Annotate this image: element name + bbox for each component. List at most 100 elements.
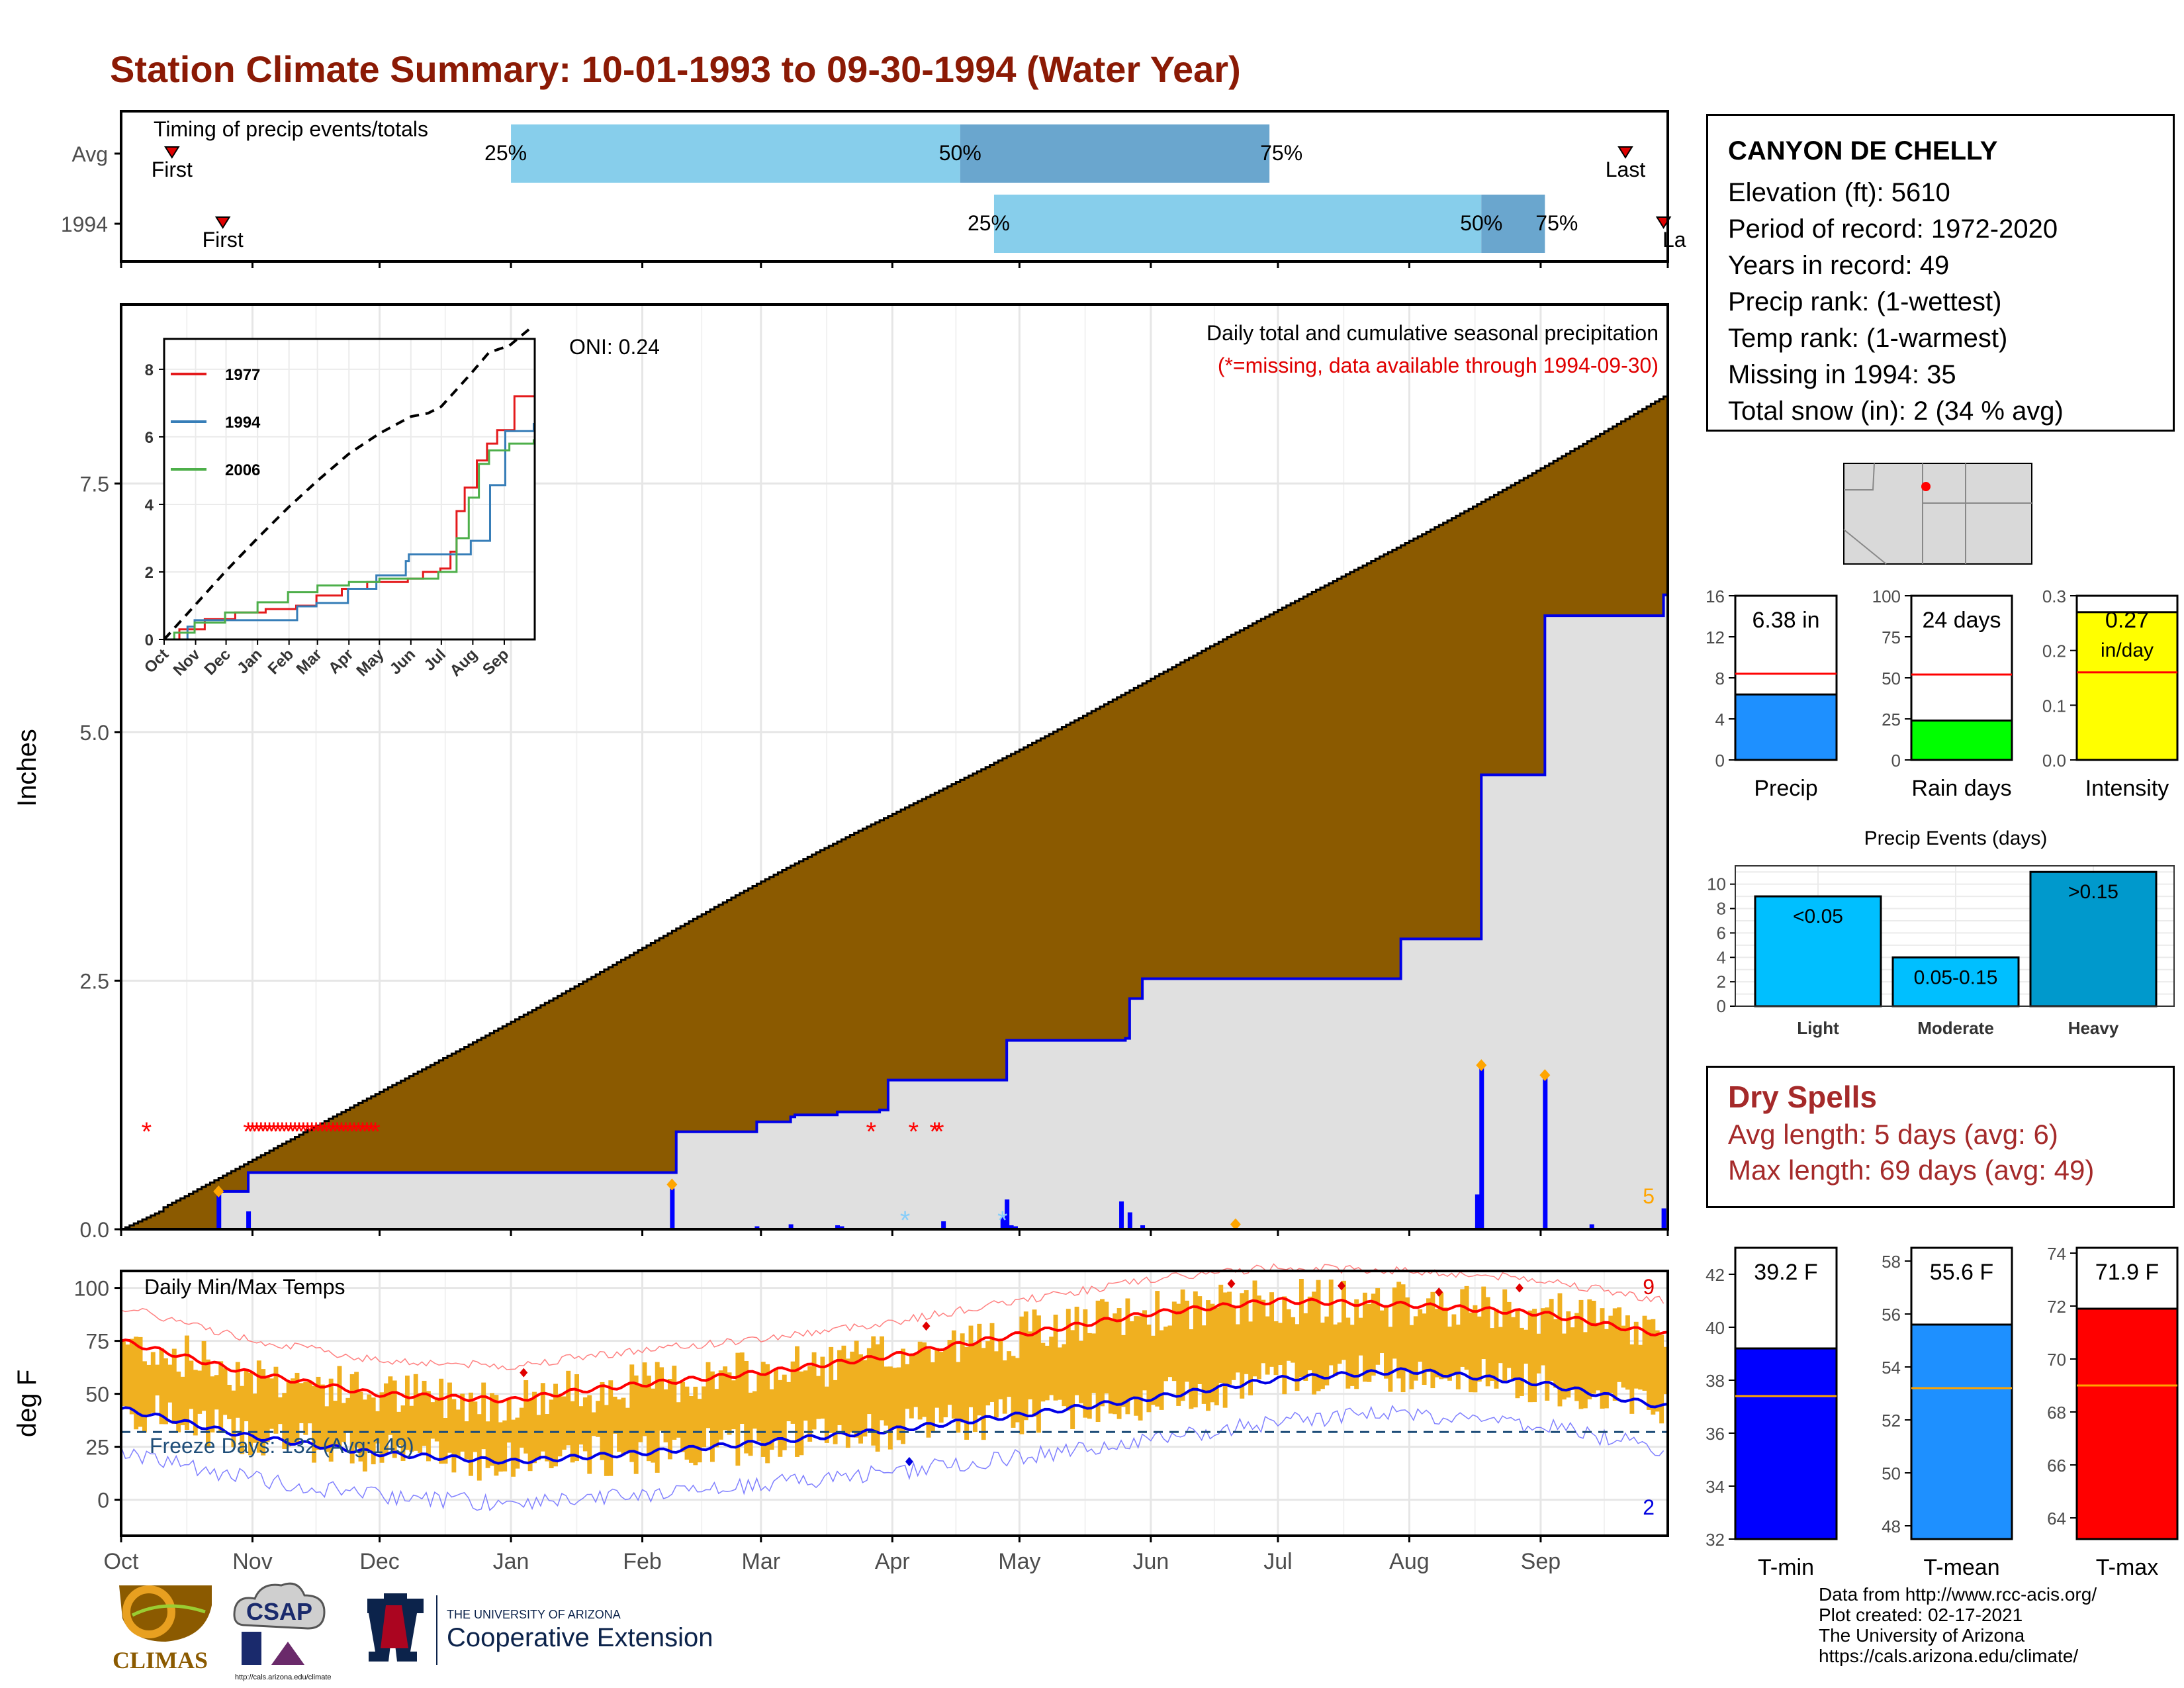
daily-temp-bar bbox=[469, 1392, 473, 1476]
daily-temp-bar bbox=[702, 1386, 707, 1448]
first-event-label: First bbox=[203, 228, 244, 252]
tmean-summary-value-label: 55.6 F bbox=[1930, 1260, 1993, 1285]
daily-temp-bar bbox=[1469, 1312, 1473, 1393]
daily-temp-bar bbox=[1066, 1309, 1071, 1411]
daily-temp-bar bbox=[663, 1389, 668, 1442]
daily-temp-bar bbox=[1159, 1330, 1164, 1410]
events-tick-label: 0 bbox=[1717, 996, 1726, 1016]
missing-data-marker: * bbox=[298, 1117, 309, 1147]
daily-temp-bar bbox=[532, 1391, 537, 1464]
daily-temp-bar bbox=[1227, 1291, 1232, 1385]
daily-temp-bar bbox=[303, 1382, 308, 1435]
footer-line: https://cals.arizona.edu/climate/ bbox=[1819, 1646, 2079, 1666]
daily-temp-bar bbox=[769, 1389, 774, 1450]
extreme-precip-marker bbox=[1539, 1069, 1551, 1082]
daily-temp-bar bbox=[1049, 1336, 1054, 1395]
raindays-summary-tick-label: 50 bbox=[1882, 669, 1901, 688]
daily-temp-bar bbox=[404, 1376, 410, 1450]
ua-logo-small: THE UNIVERSITY OF ARIZONA bbox=[447, 1608, 621, 1621]
daily-temp-bar bbox=[1345, 1317, 1351, 1389]
missing-data-marker: * bbox=[142, 1117, 152, 1147]
daily-temp-bar bbox=[400, 1405, 406, 1462]
daily-temp-bar bbox=[1206, 1300, 1211, 1411]
daily-temp-bar bbox=[1515, 1309, 1520, 1399]
daily-temp-bar bbox=[718, 1370, 723, 1440]
daily-temp-bar bbox=[1244, 1290, 1249, 1374]
month-tick-label: Dec bbox=[359, 1549, 399, 1574]
missing-data-marker: * bbox=[362, 1117, 373, 1147]
daily-temp-bar bbox=[1248, 1321, 1253, 1395]
daily-temp-bar bbox=[951, 1330, 956, 1419]
precip-summary-value-label: 6.38 in bbox=[1752, 608, 1819, 633]
daily-temp-bar bbox=[1557, 1293, 1563, 1407]
events-tick-label: 6 bbox=[1717, 923, 1726, 943]
daily-temp-bar bbox=[1553, 1319, 1559, 1388]
daily-temp-bar bbox=[629, 1364, 635, 1462]
daily-temp-bar bbox=[1019, 1316, 1024, 1434]
missing-data-marker: * bbox=[281, 1117, 292, 1147]
raindays-summary-tick-label: 75 bbox=[1882, 628, 1901, 647]
daily-temp-bar bbox=[291, 1378, 296, 1446]
daily-temp-bar bbox=[477, 1414, 482, 1481]
events-frame bbox=[1735, 865, 2175, 1007]
daily-temp-bar bbox=[235, 1362, 240, 1418]
daily-temp-bar bbox=[1439, 1292, 1444, 1380]
daily-temp-bar bbox=[1324, 1316, 1330, 1385]
record-min-line bbox=[120, 1405, 1664, 1511]
daily-precip-bar bbox=[754, 1226, 760, 1229]
daily-temp-bar bbox=[379, 1392, 385, 1463]
csap-logo: CSAP http://cals.arizona.edu/climate bbox=[233, 1582, 332, 1681]
daily-temp-bar bbox=[989, 1323, 995, 1402]
daily-temp-bar bbox=[519, 1407, 524, 1448]
inset-line-1994 bbox=[164, 423, 535, 641]
daily-temp-bar bbox=[1532, 1309, 1537, 1403]
station-elevation: Elevation (ft): 5610 bbox=[1728, 178, 1950, 207]
daily-temp-bar bbox=[1379, 1310, 1385, 1354]
daily-temp-bar bbox=[1040, 1342, 1046, 1402]
daily-temp-bar bbox=[824, 1386, 829, 1443]
extreme-precip-marker bbox=[1476, 1059, 1487, 1072]
missing-data-marker: * bbox=[277, 1117, 288, 1147]
daily-precip-bar bbox=[1479, 1065, 1484, 1229]
daily-temp-bar bbox=[286, 1382, 291, 1447]
last-event-marker bbox=[1617, 146, 1633, 159]
missing-data-marker: * bbox=[336, 1117, 347, 1147]
daily-temp-bar bbox=[795, 1346, 799, 1457]
daily-temp-bar bbox=[752, 1391, 757, 1429]
daily-temp-bar bbox=[549, 1399, 554, 1468]
missing-data-marker: * bbox=[273, 1117, 283, 1147]
daily-temp-bar bbox=[451, 1399, 457, 1473]
daily-temp-bar bbox=[972, 1344, 978, 1432]
daily-temp-bar bbox=[625, 1407, 630, 1452]
missing-data-marker: * bbox=[294, 1117, 304, 1147]
daily-temp-bar bbox=[850, 1351, 855, 1432]
daily-temp-bar bbox=[155, 1364, 160, 1396]
daily-precip-bar bbox=[941, 1221, 946, 1229]
daily-temp-bar bbox=[1113, 1313, 1118, 1415]
daily-temp-bar bbox=[1286, 1309, 1291, 1361]
tmin-summary-axis-label: T-min bbox=[1758, 1555, 1814, 1580]
daily-temp-bar bbox=[612, 1396, 617, 1434]
daily-temp-bar bbox=[1490, 1328, 1494, 1382]
missing-data-marker: * bbox=[370, 1117, 381, 1147]
daily-temp-bar bbox=[1074, 1306, 1079, 1395]
daily-temp-bar bbox=[680, 1382, 686, 1452]
daily-temp-bar bbox=[880, 1336, 884, 1421]
daily-temp-bar bbox=[506, 1398, 512, 1443]
daily-precip-bar bbox=[1119, 1201, 1124, 1229]
daily-temp-bar bbox=[1455, 1325, 1461, 1389]
missing-data-marker: * bbox=[248, 1117, 258, 1147]
daily-precip-bar bbox=[835, 1225, 841, 1229]
daily-temp-bar bbox=[621, 1397, 626, 1456]
station-period: Period of record: 1972-2020 bbox=[1728, 214, 2058, 244]
daily-temp-bar bbox=[633, 1375, 639, 1474]
events-tick-label: 4 bbox=[1717, 947, 1726, 967]
daily-temp-bar bbox=[1621, 1325, 1626, 1388]
missing-data-marker: * bbox=[866, 1117, 876, 1147]
daily-temp-bar bbox=[582, 1397, 588, 1452]
temp-panel-frame bbox=[120, 1270, 1669, 1537]
precip-panel-frame bbox=[120, 303, 1669, 1231]
daily-temp-bar bbox=[1587, 1299, 1592, 1399]
tmean-summary-axis-label: T-mean bbox=[1923, 1555, 1999, 1580]
daily-temp-bar bbox=[171, 1348, 177, 1424]
